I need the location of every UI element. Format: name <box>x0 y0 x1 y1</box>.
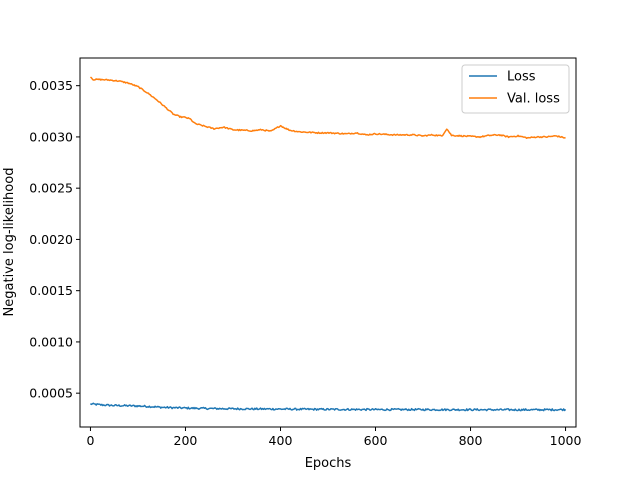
x-tick-label: 800 <box>459 433 483 448</box>
y-tick-label: 0.0020 <box>29 232 73 247</box>
x-tick-label: 400 <box>269 433 293 448</box>
y-axis-label: Negative log-likelihood <box>2 168 17 317</box>
y-tick-label: 0.0035 <box>29 78 73 93</box>
series-line-loss <box>89 402 567 412</box>
plot-area <box>89 76 567 412</box>
y-tick-label: 0.0025 <box>29 181 73 196</box>
plot-frame <box>79 57 577 428</box>
legend-label-val-loss: Val. loss <box>507 92 560 107</box>
y-tick-label: 0.0030 <box>29 129 73 144</box>
legend: Loss Val. loss <box>461 64 570 114</box>
x-axis: 0 200 400 600 800 1000 <box>86 427 582 448</box>
y-tick-label: 0.0010 <box>29 334 73 349</box>
x-tick-label: 200 <box>174 433 198 448</box>
legend-label-loss: Loss <box>507 70 536 85</box>
series-line-val-loss <box>89 76 566 140</box>
x-axis-label: Epochs <box>305 456 352 471</box>
x-tick-label: 600 <box>364 433 388 448</box>
x-tick-label: 0 <box>86 433 94 448</box>
y-tick-label: 0.0015 <box>29 283 73 298</box>
y-axis: 0.0005 0.0010 0.0015 0.0020 0.0025 0.0030 0.00… <box>29 78 80 401</box>
y-tick-label: 0.0005 <box>29 386 73 401</box>
legend-box <box>461 64 570 114</box>
x-tick-label: 1000 <box>550 433 582 448</box>
